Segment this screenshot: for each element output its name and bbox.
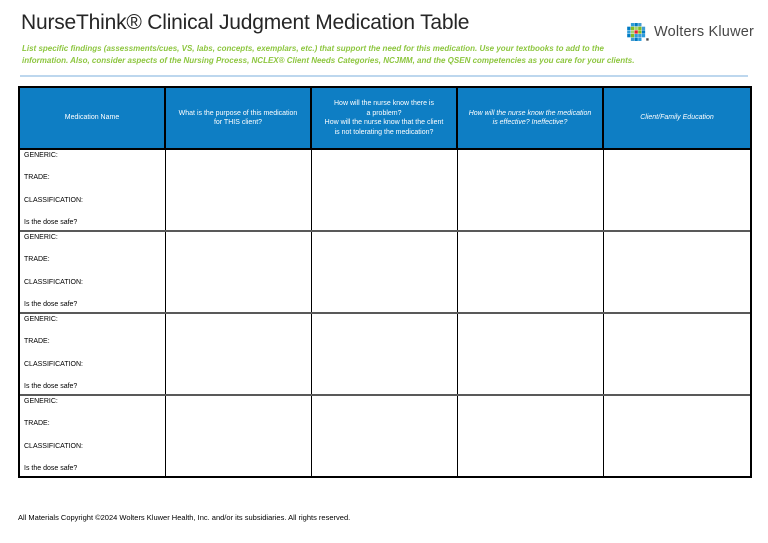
header-label: a problem?	[366, 109, 402, 117]
page-title: NurseThink® Clinical Judgment Medication…	[21, 11, 470, 34]
medication-name-cell: GENERIC: TRADE: CLASSIFICATION: Is the d…	[20, 314, 166, 394]
table-row: GENERIC: TRADE: CLASSIFICATION: Is the d…	[20, 312, 750, 394]
header-label: is not tolerating the medication?	[334, 128, 434, 136]
education-cell	[604, 396, 750, 476]
header-label: Medication Name	[64, 114, 120, 122]
header-label: What is the purpose of this medication	[178, 109, 298, 117]
instructions-line-2: information. Also, consider aspects of t…	[22, 55, 635, 65]
header-label: Client/Family Education	[640, 114, 714, 122]
education-cell	[604, 150, 750, 230]
classification-label: CLASSIFICATION:	[24, 442, 83, 450]
classification-label: CLASSIFICATION:	[24, 196, 83, 204]
problem-cell	[312, 150, 458, 230]
header-label: How will the nurse know that the client	[324, 119, 444, 126]
dose-safe-label: Is the dose safe?	[24, 464, 78, 472]
purpose-cell	[166, 314, 312, 394]
header-label: is effective? Ineffective?	[492, 119, 568, 126]
medication-name-cell: GENERIC: TRADE: CLASSIFICATION: Is the d…	[20, 232, 166, 312]
header-label: How will the nurse know the medication	[468, 109, 592, 117]
effective-cell	[458, 150, 604, 230]
education-cell	[604, 314, 750, 394]
trade-label: TRADE:	[24, 256, 50, 264]
copyright-text: All Materials Copyright ©2024 Wolters Kl…	[18, 513, 351, 522]
header-label: How will the nurse know there is	[334, 100, 434, 107]
col-header-problem: How will the nurse know there is a probl…	[312, 88, 458, 148]
trade-label: TRADE:	[24, 338, 50, 346]
generic-label: GENERIC:	[24, 398, 58, 405]
generic-label: GENERIC:	[24, 152, 58, 159]
problem-cell	[312, 232, 458, 312]
wolters-kluwer-logo: Wolters Kluwer	[627, 22, 754, 42]
wolters-kluwer-wordmark: Wolters Kluwer	[654, 24, 755, 40]
purpose-cell	[166, 232, 312, 312]
col-header-education: Client/Family Education	[604, 88, 750, 148]
generic-label: GENERIC:	[24, 316, 58, 323]
effective-cell	[458, 314, 604, 394]
purpose-cell	[166, 396, 312, 476]
table-row: GENERIC: TRADE: CLASSIFICATION: Is the d…	[20, 230, 750, 312]
wolters-kluwer-globe-icon	[627, 23, 649, 41]
header-label: for THIS client?	[213, 119, 263, 126]
effective-cell	[458, 396, 604, 476]
medication-name-cell: GENERIC: TRADE: CLASSIFICATION: Is the d…	[20, 150, 166, 230]
problem-cell	[312, 396, 458, 476]
table-row: GENERIC: TRADE: CLASSIFICATION: Is the d…	[20, 394, 750, 476]
instructions-text: List specific findings (assessments/cues…	[22, 43, 662, 66]
generic-label: GENERIC:	[24, 234, 58, 241]
medication-name-cell: GENERIC: TRADE: CLASSIFICATION: Is the d…	[20, 396, 166, 476]
dose-safe-label: Is the dose safe?	[24, 382, 78, 390]
trade-label: TRADE:	[24, 420, 50, 428]
effective-cell	[458, 232, 604, 312]
dose-safe-label: Is the dose safe?	[24, 300, 78, 308]
col-header-purpose: What is the purpose of this medication f…	[166, 88, 312, 148]
col-header-medication-name: Medication Name	[20, 88, 166, 148]
classification-label: CLASSIFICATION:	[24, 360, 83, 368]
col-header-effective: How will the nurse know the medication i…	[458, 88, 604, 148]
table-row: GENERIC: TRADE: CLASSIFICATION: Is the d…	[20, 150, 750, 230]
trade-label: TRADE:	[24, 174, 50, 182]
education-cell	[604, 232, 750, 312]
instructions-line-1: List specific findings (assessments/cues…	[22, 44, 604, 53]
purpose-cell	[166, 150, 312, 230]
classification-label: CLASSIFICATION:	[24, 278, 83, 286]
divider-line	[20, 75, 748, 77]
table-header-row: Medication Name What is the purpose of t…	[20, 88, 750, 150]
dose-safe-label: Is the dose safe?	[24, 218, 78, 226]
problem-cell	[312, 314, 458, 394]
medication-table: Medication Name What is the purpose of t…	[18, 86, 752, 478]
